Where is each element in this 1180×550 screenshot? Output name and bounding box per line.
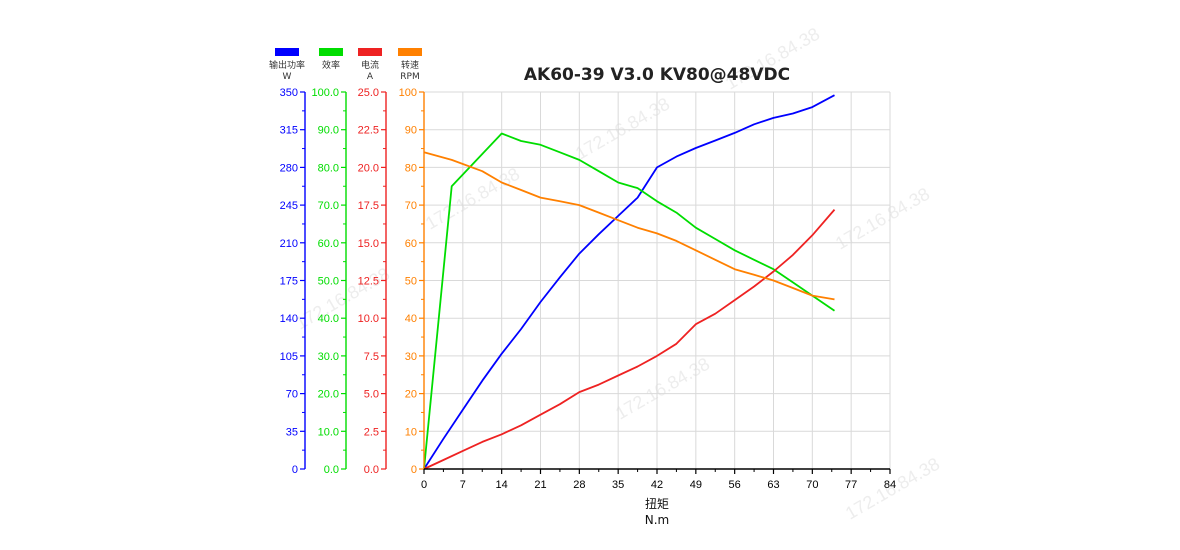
y-axis-tick-label: 245 bbox=[280, 200, 298, 212]
y-axis-tick-label: 60 bbox=[405, 238, 417, 250]
watermark-layer: 172.16.84.38172.16.84.38172.16.84.38172.… bbox=[292, 24, 943, 524]
grid bbox=[424, 91, 891, 469]
x-axis-tick-label: 70 bbox=[806, 479, 818, 491]
y-axis-tick-label: 10 bbox=[405, 426, 417, 438]
y-axis-tick-label: 210 bbox=[280, 238, 298, 250]
legend-unit-2: A bbox=[367, 72, 374, 82]
y-axis-tick-label: 40.0 bbox=[318, 313, 339, 325]
y-axis-tick-label: 70.0 bbox=[318, 200, 339, 212]
y-axis-tick-label: 20.0 bbox=[358, 162, 379, 174]
y-axis-tick-label: 17.5 bbox=[358, 200, 379, 212]
y-axis-tick-label: 7.5 bbox=[364, 351, 379, 363]
legend-swatch-3 bbox=[398, 48, 422, 56]
x-axis-tick-label: 56 bbox=[729, 479, 741, 491]
x-axis-tick-label: 77 bbox=[845, 479, 857, 491]
y-axis-tick-label: 70 bbox=[405, 200, 417, 212]
y-axis-tick-label: 10.0 bbox=[358, 313, 379, 325]
axes-layer: 035701051401752102452803153500.010.020.0… bbox=[280, 87, 896, 491]
x-axis-tick-label: 28 bbox=[573, 479, 585, 491]
y-axis-tick-label: 5.0 bbox=[364, 389, 379, 401]
y-axis-tick-label: 25.0 bbox=[358, 87, 379, 99]
series-line-1 bbox=[423, 132, 836, 470]
x-axis-label: 扭矩 bbox=[645, 497, 669, 511]
y-axis-tick-label: 12.5 bbox=[358, 276, 379, 288]
legend-label-0: 输出功率 bbox=[269, 59, 305, 71]
y-axis-tick-label: 90 bbox=[405, 125, 417, 137]
y-axis-tick-label: 90.0 bbox=[318, 125, 339, 137]
watermark-text: 172.16.84.38 bbox=[572, 94, 673, 164]
y-axis-tick-label: 30 bbox=[405, 351, 417, 363]
y-axis-tick-label: 105 bbox=[280, 351, 298, 363]
y-axis-tick-label: 50 bbox=[405, 276, 417, 288]
y-axis-tick-label: 0.0 bbox=[364, 464, 379, 476]
y-axis-tick-label: 15.0 bbox=[358, 238, 379, 250]
y-axis-tick-label: 315 bbox=[280, 125, 298, 137]
y-axis-tick-label: 140 bbox=[280, 313, 298, 325]
y-axis-tick-label: 2.5 bbox=[364, 426, 379, 438]
series-layer bbox=[423, 94, 836, 470]
legend-swatch-0 bbox=[275, 48, 299, 56]
x-axis-tick-label: 42 bbox=[651, 479, 663, 491]
x-axis-tick-label: 84 bbox=[884, 479, 896, 491]
y-axis-tick-label: 100 bbox=[399, 87, 417, 99]
y-axis-tick-label: 40 bbox=[405, 313, 417, 325]
y-axis-tick-label: 22.5 bbox=[358, 125, 379, 137]
y-axis-tick-label: 0 bbox=[411, 464, 417, 476]
y-axis-tick-label: 100.0 bbox=[311, 87, 339, 99]
chart-title: AK60-39 V3.0 KV80@48VDC bbox=[524, 65, 790, 85]
legend-unit-0: W bbox=[283, 72, 292, 82]
y-axis-tick-label: 175 bbox=[280, 276, 298, 288]
series-line-2 bbox=[423, 209, 836, 470]
y-axis-tick-label: 80 bbox=[405, 162, 417, 174]
legend-swatch-2 bbox=[358, 48, 382, 56]
legend-swatch-1 bbox=[319, 48, 343, 56]
y-axis-tick-label: 20 bbox=[405, 389, 417, 401]
y-axis-tick-label: 80.0 bbox=[318, 162, 339, 174]
x-axis-tick-label: 49 bbox=[690, 479, 702, 491]
y-axis-tick-label: 10.0 bbox=[318, 426, 339, 438]
series-line-0 bbox=[423, 94, 835, 470]
watermark-text: 172.16.84.38 bbox=[612, 354, 713, 424]
y-axis-tick-label: 350 bbox=[280, 87, 298, 99]
x-axis-tick-label: 63 bbox=[767, 479, 779, 491]
legend-label-1: 效率 bbox=[322, 59, 340, 71]
y-axis-tick-label: 35 bbox=[286, 426, 298, 438]
legend-label-2: 电流 bbox=[361, 59, 379, 71]
x-axis-unit: N.m bbox=[645, 513, 669, 527]
y-axis-tick-label: 0.0 bbox=[324, 464, 339, 476]
x-axis-tick-label: 7 bbox=[460, 479, 466, 491]
legend-label-3: 转速 bbox=[401, 59, 419, 71]
y-axis-tick-label: 70 bbox=[286, 389, 298, 401]
y-axis-tick-label: 30.0 bbox=[318, 351, 339, 363]
y-axis-tick-label: 0 bbox=[292, 464, 298, 476]
y-axis-tick-label: 280 bbox=[280, 162, 298, 174]
legend-unit-3: RPM bbox=[400, 72, 419, 82]
series-line-3 bbox=[423, 151, 835, 301]
y-axis-tick-label: 60.0 bbox=[318, 238, 339, 250]
x-axis-tick-label: 21 bbox=[534, 479, 546, 491]
x-axis-tick-label: 35 bbox=[612, 479, 624, 491]
watermark-text: 172.16.84.38 bbox=[422, 164, 523, 234]
y-axis-tick-label: 50.0 bbox=[318, 276, 339, 288]
x-axis-tick-label: 14 bbox=[496, 479, 508, 491]
x-axis-tick-label: 0 bbox=[421, 479, 427, 491]
y-axis-tick-label: 20.0 bbox=[318, 389, 339, 401]
